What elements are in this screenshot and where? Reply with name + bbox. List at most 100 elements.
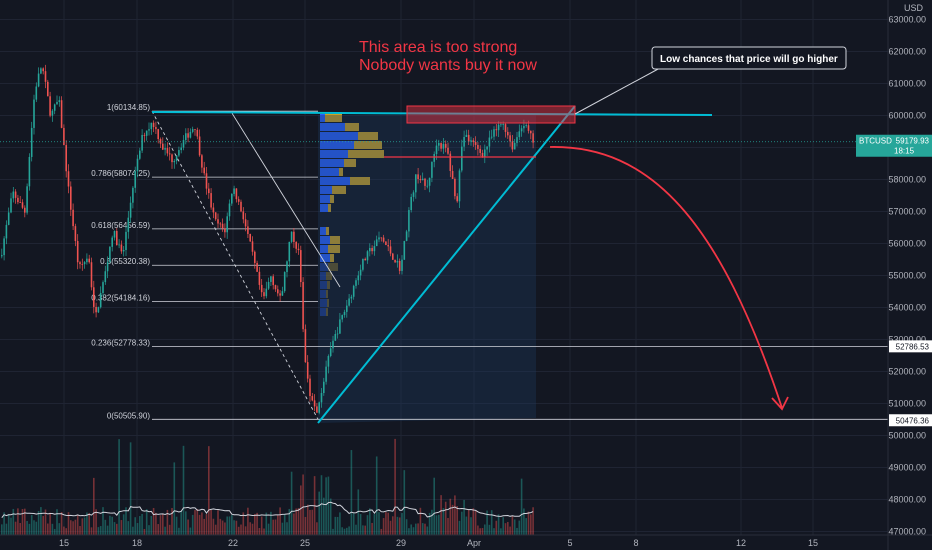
candle-body: [343, 311, 346, 316]
candle-body: [125, 231, 127, 251]
candle-body: [470, 140, 472, 142]
callout-box[interactable]: Low chances that price will go higher: [574, 46, 847, 115]
volume-bar: [277, 515, 279, 535]
time-tick-label: Apr: [467, 538, 481, 548]
candle-body: [157, 129, 159, 140]
volume-profile-buy: [320, 123, 345, 131]
candle-body: [70, 186, 72, 210]
candle-body: [403, 240, 406, 260]
candle-body: [385, 241, 387, 246]
volume-bar: [47, 523, 49, 535]
fib-level-label: 0.786(58074.25): [91, 169, 150, 178]
candle-body: [72, 209, 74, 227]
volume-profile-buy: [320, 177, 350, 185]
volume-bar: [24, 508, 26, 535]
volume-bar: [389, 520, 392, 535]
price-axis[interactable]: 63000.0062000.0061000.0060000.0059000.00…: [887, 0, 926, 550]
candle-body: [500, 124, 502, 126]
candle-body: [152, 122, 155, 128]
volume-bar: [426, 526, 429, 535]
time-tick-label: 5: [567, 538, 572, 548]
volume-bar: [440, 495, 442, 535]
volume-bar: [479, 528, 481, 535]
volume-bar: [509, 526, 511, 535]
candle-body: [302, 282, 304, 330]
volume-bar: [497, 514, 500, 535]
volume-bar: [185, 511, 187, 535]
candle-body: [143, 134, 146, 136]
candle-body: [30, 127, 33, 157]
volume-bar: [306, 504, 309, 535]
resistance-zone-box: [406, 105, 576, 124]
volume-bar: [442, 508, 445, 535]
last-price-symbol: BTCUSD: [859, 137, 892, 146]
volume-bar: [237, 526, 240, 535]
time-axis[interactable]: 15 18 22 25 29 Apr 5 8 12 15: [0, 534, 932, 548]
currency-label: USD: [904, 3, 924, 13]
volume-bar: [210, 509, 212, 535]
volume-bar: [334, 516, 337, 535]
candle-body: [217, 219, 219, 224]
candle-body: [281, 291, 284, 296]
volume-bar: [109, 515, 111, 535]
volume-bar: [359, 514, 362, 535]
price-tick-label: 56000.00: [888, 239, 926, 249]
volume-bar: [244, 526, 247, 535]
candle-body: [136, 158, 139, 172]
volume-bar: [329, 498, 332, 535]
volume-bar: [332, 528, 334, 535]
volume-bar: [346, 527, 348, 535]
volume-profile-sell: [326, 272, 332, 280]
candle-body: [369, 248, 371, 252]
candle-body: [21, 202, 24, 208]
volume-bar: [28, 523, 31, 535]
candle-body: [440, 143, 442, 149]
volume-bar: [428, 512, 431, 535]
volume-bar: [323, 497, 325, 535]
candle-body: [129, 202, 132, 218]
resistance-trendline: [151, 111, 713, 116]
volume-bar: [364, 525, 366, 535]
price-tick-label: 60000.00: [888, 111, 926, 121]
candle-body: [520, 128, 523, 132]
price-tick-label: 52000.00: [888, 367, 926, 377]
candle-body: [366, 251, 369, 261]
volume-bar: [385, 512, 387, 535]
volume-bar: [256, 512, 258, 535]
callout-text: Low chances that price will go higher: [660, 54, 838, 65]
volume-bar: [371, 522, 373, 535]
candle-body: [465, 134, 468, 138]
candle-body: [185, 133, 187, 141]
volume-bar: [267, 523, 270, 535]
volume-bar: [398, 517, 401, 535]
volume-bar: [290, 471, 293, 535]
candle-body: [208, 188, 210, 194]
volume-bar: [525, 518, 527, 535]
volume-profile-sell: [327, 281, 330, 289]
candle-body: [490, 136, 493, 138]
candle-body: [472, 140, 475, 143]
annotation-headline-line1: This area is too strong: [359, 39, 517, 56]
candle-body: [332, 340, 334, 349]
volume-bar: [125, 507, 127, 535]
candle-body: [19, 202, 21, 203]
volume-bar: [7, 513, 10, 535]
volume-bar: [118, 439, 120, 535]
price-tag-bg: [889, 414, 932, 427]
volume-bar: [490, 510, 493, 535]
candle-body: [40, 68, 42, 74]
volume-bar: [270, 511, 272, 535]
candle-body: [277, 289, 279, 294]
candle-body: [412, 192, 415, 197]
volume-bar: [205, 514, 208, 535]
volume-bar: [424, 523, 426, 535]
volume-bar: [56, 509, 58, 535]
volume-bar: [300, 485, 302, 535]
candle-body: [408, 210, 410, 232]
candle-body: [392, 253, 394, 260]
candle-body: [116, 230, 118, 246]
price-tick-label: 63000.00: [888, 15, 926, 25]
candle-body: [28, 156, 31, 187]
candle-body: [463, 137, 465, 147]
